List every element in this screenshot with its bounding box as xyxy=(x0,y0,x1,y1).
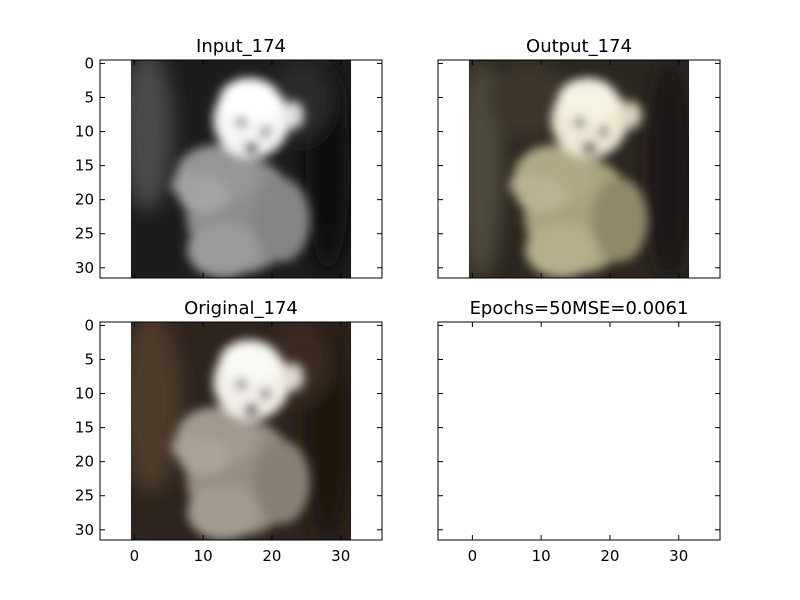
x-tick-label: 10 xyxy=(532,547,551,565)
y-tick-label: 25 xyxy=(75,225,94,243)
x-tick-label: 20 xyxy=(600,547,619,565)
y-tick-label: 30 xyxy=(75,521,94,539)
subplot-title: Original_174 xyxy=(184,298,298,319)
image-input xyxy=(121,50,351,278)
heatmap-image xyxy=(121,312,352,542)
axis-ticks: 0 10 20 30 xyxy=(438,322,720,565)
y-tick-label: 15 xyxy=(75,157,94,175)
y-tick-label: 20 xyxy=(75,453,94,471)
subplot-metrics: Epochs=50MSE=0.0061 0 10 20 30 xyxy=(437,298,721,565)
x-tick-label: 10 xyxy=(194,547,213,565)
y-tick-label: 25 xyxy=(75,487,94,505)
subplot-original: Original_174 0 10 20 30 0 5 10 15 20 25 30 xyxy=(75,298,383,565)
image-original xyxy=(121,312,352,542)
x-tick-label: 20 xyxy=(262,547,281,565)
heatmap-image xyxy=(121,50,351,278)
y-tick-label: 5 xyxy=(84,88,94,106)
axes-frame xyxy=(99,321,383,541)
subplot-output: Output_174 xyxy=(437,36,721,280)
image-output xyxy=(459,60,692,280)
y-tick-label: 15 xyxy=(75,419,94,437)
y-tick-label: 30 xyxy=(75,259,94,277)
x-tick-label: 0 xyxy=(130,547,140,565)
subplot-title: Output_174 xyxy=(526,36,632,57)
axes-frame xyxy=(437,59,721,279)
axis-ticks: 0 5 10 15 20 25 30 xyxy=(75,54,382,278)
y-tick-label: 20 xyxy=(75,191,94,209)
y-tick-label: 0 xyxy=(84,54,94,72)
subplot-title: Epochs=50MSE=0.0061 xyxy=(470,298,689,319)
axis-ticks: 0 10 20 30 0 5 10 15 20 25 30 xyxy=(75,316,382,565)
subplot-input: Input_174 0 5 10 15 20 25 30 xyxy=(75,36,383,279)
axes-frame xyxy=(99,59,383,279)
axes-frame xyxy=(437,321,721,541)
heatmap-image xyxy=(459,60,692,280)
axis-ticks xyxy=(438,60,720,278)
y-tick-label: 5 xyxy=(84,350,94,368)
x-tick-label: 30 xyxy=(669,547,688,565)
y-tick-label: 0 xyxy=(84,316,94,334)
subplot-title: Input_174 xyxy=(196,36,286,57)
x-tick-label: 30 xyxy=(331,547,350,565)
y-tick-label: 10 xyxy=(75,385,94,403)
y-tick-label: 10 xyxy=(75,123,94,141)
x-tick-label: 0 xyxy=(468,547,478,565)
